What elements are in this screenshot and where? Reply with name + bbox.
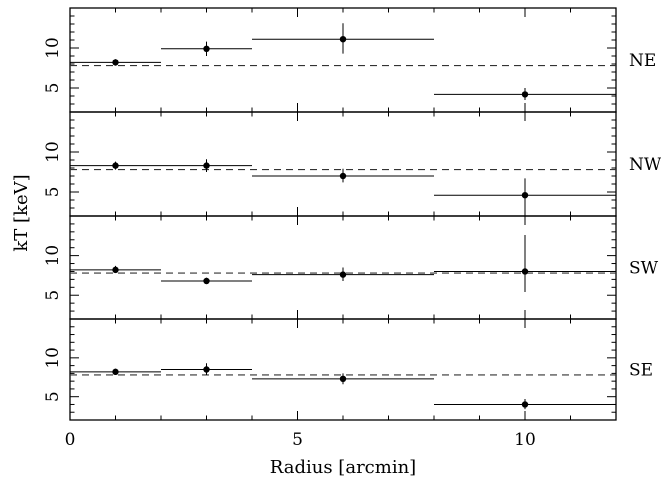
panel-label: SE: [629, 361, 653, 381]
point-marker: [112, 162, 119, 169]
point-marker: [521, 268, 529, 275]
data-point: [161, 363, 252, 375]
data-point: [434, 178, 616, 208]
panel-label: NW: [629, 155, 661, 175]
panel-label: NE: [629, 51, 656, 71]
data-point: [161, 277, 252, 285]
y-tick-label: 5: [43, 391, 63, 402]
data-point: [70, 161, 161, 170]
point-marker: [521, 192, 529, 199]
point-marker: [339, 375, 347, 383]
data-point: [252, 373, 434, 385]
point-marker: [203, 45, 210, 52]
x-tick-labels: 0 5 10: [65, 430, 536, 450]
y-tick-label: 10: [43, 245, 63, 267]
panel-nw: 5 10 NW: [43, 111, 661, 217]
point-marker: [339, 172, 347, 180]
point-marker: [339, 36, 347, 43]
data-point: [70, 368, 161, 376]
panels-layer: 5 10 NE 5 10 NW 5 10 SW 5 10 SE: [43, 7, 661, 421]
panel-label: SW: [629, 259, 659, 279]
y-tick-label: 5: [43, 83, 63, 94]
y-axis-label: kT [keV]: [11, 174, 32, 251]
data-point: [252, 168, 434, 183]
panel-frame: [69, 111, 617, 217]
data-point: [252, 23, 434, 54]
point-marker: [112, 266, 119, 274]
y-tick-label: 10: [43, 347, 63, 369]
y-tick-label: 5: [43, 187, 63, 198]
y-tick-label: 10: [43, 37, 63, 59]
point-marker: [203, 162, 210, 169]
point-marker: [521, 91, 529, 98]
x-tick-label: 0: [65, 430, 76, 450]
point-marker: [112, 368, 119, 376]
data-point: [161, 41, 252, 56]
x-tick-label: 10: [514, 430, 536, 450]
panel-sw: 5 10 SW: [43, 215, 659, 320]
data-point: [252, 267, 434, 281]
y-tick-label: 10: [43, 141, 63, 163]
data-point: [161, 159, 252, 172]
data-point: [70, 59, 161, 66]
panel-se: 5 10 SE: [43, 318, 653, 421]
point-marker: [112, 59, 119, 66]
y-tick-label: 5: [43, 290, 63, 301]
point-marker: [339, 271, 347, 278]
data-point: [434, 88, 616, 100]
data-point: [434, 235, 616, 293]
point-marker: [203, 277, 210, 285]
x-tick-label: 5: [292, 430, 303, 450]
data-point: [70, 265, 161, 274]
data-point: [434, 399, 616, 410]
point-marker: [521, 401, 529, 408]
point-marker: [203, 366, 210, 373]
x-axis-label: Radius [arcmin]: [270, 457, 416, 478]
panel-ne: 5 10 NE: [43, 7, 656, 113]
